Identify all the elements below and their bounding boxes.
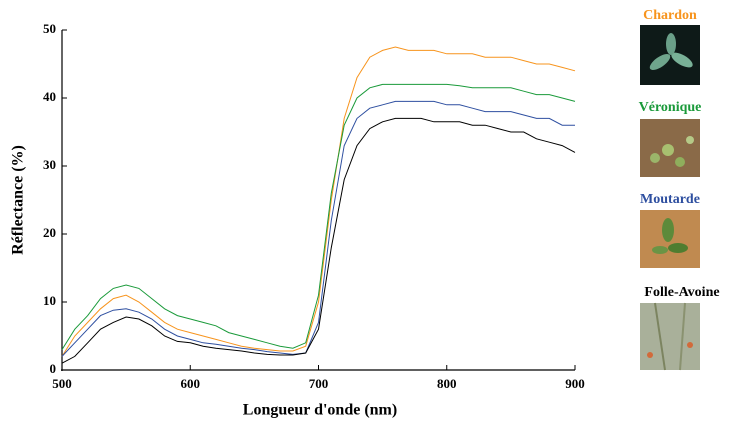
x-tick-label: 500 — [52, 376, 72, 391]
y-tick-label: 0 — [50, 361, 57, 376]
legend-label: Chardon — [643, 8, 697, 23]
legend-label: Folle-Avoine — [644, 285, 719, 300]
y-tick-label: 20 — [43, 225, 56, 240]
y-axis-label: Réflectance (%) — [10, 145, 27, 255]
x-axis-label: Longueur d'onde (nm) — [243, 402, 397, 419]
series-line — [61, 117, 576, 364]
photo-veronique — [640, 119, 700, 177]
x-tick-label: 800 — [437, 376, 457, 391]
legend-label: Moutarde — [640, 192, 700, 207]
x-tick-label: 600 — [181, 376, 201, 391]
x-tick-label: 700 — [309, 376, 329, 391]
y-tick-label: 50 — [43, 21, 56, 36]
legend-label: Véronique — [639, 100, 702, 115]
series-line — [61, 46, 576, 357]
y-tick-label: 40 — [43, 89, 56, 104]
series-line — [61, 100, 575, 357]
y-tick-label: 10 — [43, 293, 56, 308]
series-line — [61, 83, 576, 350]
y-tick-label: 30 — [43, 157, 56, 172]
x-tick-label: 900 — [565, 376, 585, 391]
photo-moutarde — [640, 210, 700, 268]
photo-chardon — [640, 25, 700, 85]
photo-folle-avoine — [640, 302, 700, 371]
